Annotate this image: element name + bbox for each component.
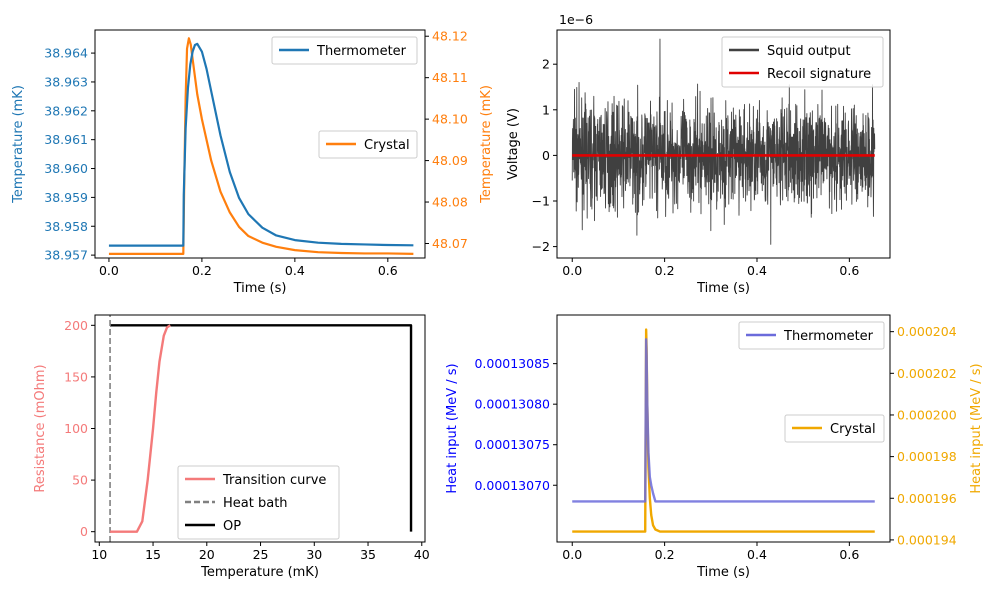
x-tick-label: 0.2 xyxy=(655,263,675,278)
x-tick-label: 0.6 xyxy=(378,263,398,278)
y-tick-label: 0.00013080 xyxy=(474,397,550,412)
series-line-op xyxy=(110,324,413,532)
x-tick-label: 25 xyxy=(253,547,269,562)
y-axis-label-left: Heat input (MeV / s) xyxy=(445,363,460,493)
y-tick-label-right: 48.07 xyxy=(432,236,468,251)
y-tick-label-right: 48.08 xyxy=(432,195,468,210)
y-tick-label: 38.961 xyxy=(44,132,88,147)
legend-box xyxy=(271,36,418,65)
y-tick-label: 0 xyxy=(542,148,550,163)
x-tick-label: 0.4 xyxy=(285,263,305,278)
y-tick-label: 38.960 xyxy=(44,161,88,176)
series-line-thermometer xyxy=(572,338,875,503)
x-tick-label: 0.2 xyxy=(192,263,212,278)
y-axis-label-right: Heat input (MeV / s) xyxy=(969,363,984,493)
series-line-thermometer xyxy=(108,42,414,247)
x-tick-label: 0.2 xyxy=(655,547,675,562)
y-tick-label: −1 xyxy=(532,194,550,209)
squid-noise-trace xyxy=(571,38,876,245)
axes-frame xyxy=(556,314,891,543)
x-axis-label: Time (s) xyxy=(696,565,750,580)
y-axis-label: Resistance (mOhm) xyxy=(33,364,48,492)
y-tick-label: 200 xyxy=(64,318,88,333)
legend-box xyxy=(177,465,340,540)
x-tick-label: 0.4 xyxy=(747,547,767,562)
y-tick-label-right: 0.000202 xyxy=(897,366,957,381)
y-tick-label-right: 48.10 xyxy=(432,112,468,127)
y-tick-label: 100 xyxy=(64,421,88,436)
y-tick-label: 38.962 xyxy=(44,103,88,118)
legend-label: Squid output xyxy=(767,44,851,59)
legend-box xyxy=(784,414,885,443)
x-tick-label: 10 xyxy=(91,547,107,562)
x-tick-label: 30 xyxy=(306,547,322,562)
x-axis-label: Time (s) xyxy=(233,281,287,296)
y-tick-label: 150 xyxy=(64,369,88,384)
legend-box xyxy=(721,36,884,88)
y-tick-label: 50 xyxy=(72,473,88,488)
offset-label: 1e−6 xyxy=(559,12,593,27)
legend-label: Recoil signature xyxy=(767,67,871,82)
legend-box xyxy=(318,130,418,159)
y-tick-label: −2 xyxy=(532,239,550,254)
axes-frame xyxy=(556,29,891,259)
x-tick-label: 0.0 xyxy=(562,547,582,562)
panel-heat-input-vs-time: 0.0 0.2 0.4 0.6 Time (s) 0.00013070 0.00013075… xyxy=(445,314,984,580)
y-tick-label: 38.959 xyxy=(44,190,88,205)
y-tick-label: 0 xyxy=(80,524,88,539)
y-tick-label: 38.957 xyxy=(44,248,88,263)
y-tick-label: 1 xyxy=(542,102,550,117)
legend-label: Thermometer xyxy=(783,329,874,344)
legend-label: Transition curve xyxy=(222,473,326,488)
legend-box xyxy=(738,321,885,350)
x-tick-label: 35 xyxy=(360,547,376,562)
axes-frame xyxy=(94,29,426,259)
y-tick-label-right: 0.000200 xyxy=(897,407,957,422)
y-tick-label: 38.958 xyxy=(44,219,88,234)
x-tick-label: 0.6 xyxy=(839,263,859,278)
series-line-transition xyxy=(110,324,171,533)
y-tick-label-right: 0.000204 xyxy=(897,324,957,339)
legend-label: Crystal xyxy=(830,422,876,437)
x-axis-label: Time (s) xyxy=(696,281,750,296)
panel-voltage-vs-time: 0.0 0.2 0.4 0.6 Time (s) −2 −1 0 1 2 Voltage (V) 1e… xyxy=(506,12,891,296)
y-tick-label: 0.00013085 xyxy=(474,356,550,371)
x-tick-label: 0.0 xyxy=(562,263,582,278)
y-tick-label: 0.00013070 xyxy=(474,478,550,493)
y-tick-label-right: 0.000194 xyxy=(897,532,957,547)
x-tick-label: 40 xyxy=(414,547,430,562)
y-tick-label: 38.964 xyxy=(44,46,88,61)
y-tick-label: 0.00013075 xyxy=(474,437,550,452)
legend-label: OP xyxy=(223,519,241,534)
x-tick-label: 15 xyxy=(145,547,161,562)
x-tick-label: 20 xyxy=(199,547,215,562)
y-tick-label: 2 xyxy=(542,57,550,72)
panel-temperature-vs-time: 0.0 0.2 0.4 0.6 Time (s) 38.957 38.958 38.959 38… xyxy=(11,29,494,296)
x-axis-label: Temperature (mK) xyxy=(200,565,319,580)
panel-resistance-vs-temperature: 10 15 20 25 30 35 40 Temperature (mK) 0 50 100 150 2… xyxy=(33,314,430,580)
y-tick-label-right: 48.09 xyxy=(432,153,468,168)
y-axis-label-left: Temperature (mK) xyxy=(11,85,26,204)
series-line-crystal xyxy=(108,37,414,255)
x-tick-label: 0.4 xyxy=(747,263,767,278)
y-tick-label: 38.963 xyxy=(44,74,88,89)
legend-label: Heat bath xyxy=(223,496,288,511)
y-axis-label-right: Temperature (mK) xyxy=(479,85,494,204)
legend-label: Thermometer xyxy=(316,44,407,59)
x-tick-label: 0.0 xyxy=(99,263,119,278)
y-tick-label-right: 48.12 xyxy=(432,29,468,44)
legend-label: Crystal xyxy=(364,138,410,153)
y-axis-label: Voltage (V) xyxy=(506,108,521,180)
y-tick-label-right: 0.000198 xyxy=(897,449,957,464)
y-tick-label-right: 0.000196 xyxy=(897,491,957,506)
y-tick-label-right: 48.11 xyxy=(432,70,468,85)
x-tick-label: 0.6 xyxy=(839,547,859,562)
